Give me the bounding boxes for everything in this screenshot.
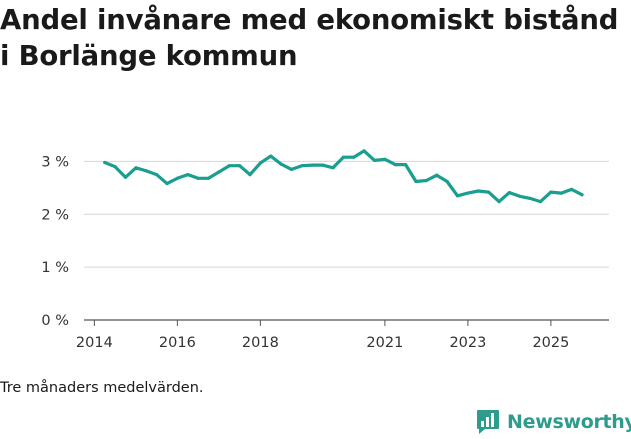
gridlines [84,160,609,321]
data-point [435,173,439,177]
brand-name: Newsworthy [507,411,631,433]
data-point [217,170,221,174]
data-point [570,187,574,191]
data-point [362,149,366,153]
brand-logo: Newsworthy [476,407,631,437]
chart-title: Andel invånare med ekonomiskt bistånd i … [0,4,619,72]
data-point [414,179,418,184]
data-point [123,175,128,179]
data-point [186,173,190,177]
data-point [341,155,345,159]
data-point [227,164,231,168]
data-point [103,160,107,165]
data-point [248,173,252,177]
data-point [175,176,179,180]
data-point [113,165,117,169]
data-point [165,182,169,186]
x-tick-label: 2023 [449,335,486,351]
data-point [196,176,200,180]
y-tick-label: 2 % [41,207,69,223]
data-point [144,169,148,173]
data-point [383,157,387,161]
data-point [476,189,480,193]
data-point [134,166,138,170]
data-point [352,155,356,159]
data-point [538,200,543,204]
data-point [518,194,522,198]
data-point [258,161,262,165]
data-point [279,162,283,166]
data-point [528,196,532,200]
data-point [580,193,584,197]
x-tick-label: 2016 [159,335,196,351]
y-tick-label: 0 % [41,313,69,329]
x-axis: 2014 2016 2018 2021 2023 2025 [76,320,569,351]
data-point [424,178,428,183]
series-layer [103,149,584,204]
data-point [445,179,449,184]
x-tick-label: 2025 [532,335,569,351]
data-point [497,200,501,204]
data-point [155,173,159,177]
data-point [455,194,460,198]
data-point [466,191,470,195]
x-tick-label: 2018 [242,335,279,351]
x-tick-label: 2014 [76,335,113,351]
y-tick-label: 1 % [41,260,69,276]
data-point [289,167,294,171]
data-point [372,158,377,162]
data-point [300,164,304,168]
data-point [559,191,563,195]
data-point [507,191,511,195]
line-chart: 0 % 1 % 2 % 3 % 2014 2016 2018 2021 2023 2025 [41,149,609,351]
bar-chart-icon [477,410,499,434]
data-point [487,190,491,194]
data-point [206,176,211,180]
y-tick-label: 3 % [41,154,69,170]
data-point [269,154,273,158]
y-axis-tick-labels: 0 % 1 % 2 % 3 % [41,154,69,329]
data-point [549,190,553,194]
data-point [238,164,242,168]
x-tick-label: 2021 [366,335,403,351]
footnote: Tre månaders medelvärden. [0,380,204,396]
data-point [310,163,314,167]
data-point [393,163,397,167]
data-point [321,163,325,167]
data-point [331,166,335,170]
data-point [404,163,408,167]
